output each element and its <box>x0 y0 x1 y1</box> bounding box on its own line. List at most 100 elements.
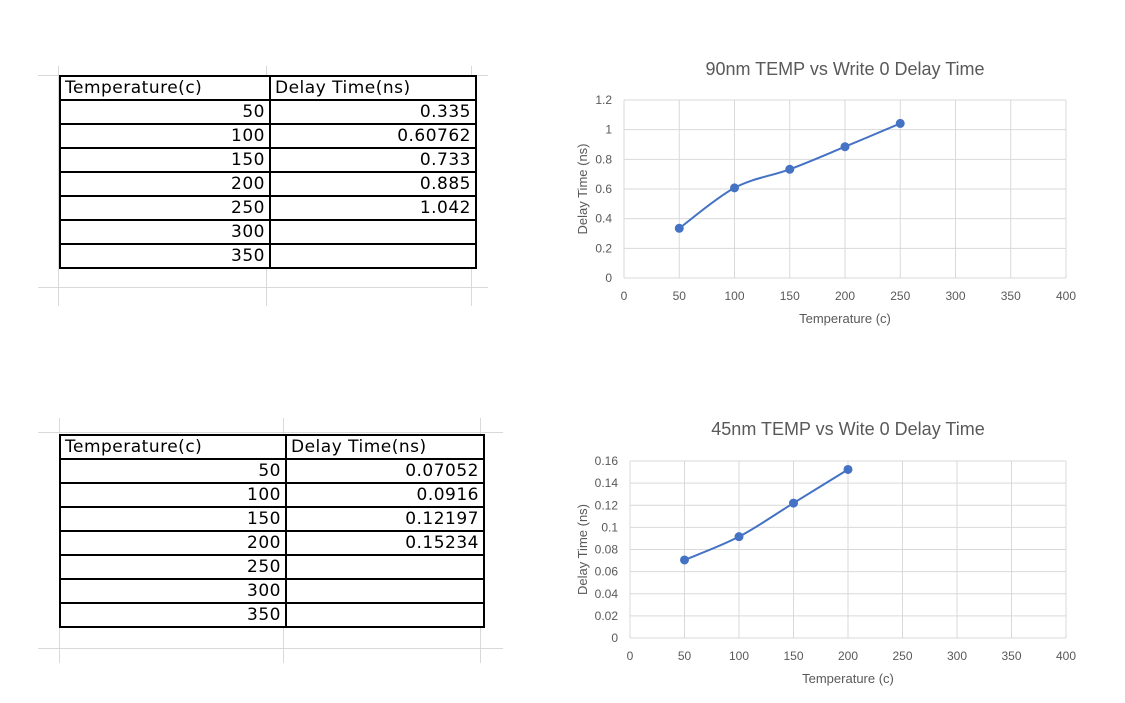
x-tick-label: 400 <box>1056 649 1076 663</box>
x-tick-label: 200 <box>835 289 855 303</box>
delay-time-cell[interactable]: 0.335 <box>269 99 477 125</box>
data-point <box>895 118 905 128</box>
y-tick-label: 1 <box>605 123 612 137</box>
temperature-cell[interactable]: 250 <box>59 195 271 221</box>
x-tick-label: 300 <box>947 649 967 663</box>
table-row: 250 1.042 <box>59 195 477 221</box>
x-axis-label: Temperature (c) <box>799 311 891 326</box>
chart-title: 90nm TEMP vs Write 0 Delay Time <box>705 59 984 79</box>
table-row: 150 0.12197 <box>59 506 485 532</box>
y-tick-label: 1.2 <box>595 93 612 107</box>
delay-time-cell[interactable]: 0.12197 <box>285 506 485 532</box>
y-tick-label: 0 <box>611 631 618 645</box>
temperature-cell[interactable]: 100 <box>59 123 271 149</box>
x-tick-label: 100 <box>724 289 744 303</box>
data-point <box>680 555 689 565</box>
data-table-90nm: Temperature(c) Delay Time(ns) 50 0.335 100 0.… <box>59 75 477 269</box>
table-row: 250 <box>59 554 485 580</box>
table-row: 200 0.15234 <box>59 530 485 556</box>
y-tick-label: 0.16 <box>595 454 619 468</box>
table-header-row: Temperature(c) Delay Time(ns) <box>59 434 485 460</box>
x-tick-label: 400 <box>1056 289 1076 303</box>
series-line <box>684 468 849 561</box>
sheet-gridline <box>58 66 59 306</box>
table-header-cell[interactable]: Delay Time(ns) <box>285 434 485 460</box>
x-tick-label: 50 <box>678 649 692 663</box>
delay-time-cell[interactable]: 0.0916 <box>285 482 485 508</box>
temperature-cell[interactable]: 300 <box>59 578 287 604</box>
delay-time-cell[interactable]: 0.733 <box>269 147 477 173</box>
delay-time-cell[interactable] <box>285 554 485 580</box>
table-header-cell[interactable]: Temperature(c) <box>59 434 287 460</box>
data-point <box>674 223 684 233</box>
y-tick-label: 0.4 <box>595 212 612 226</box>
temperature-cell[interactable]: 300 <box>59 219 271 245</box>
data-point <box>785 164 795 174</box>
data-point <box>730 183 739 193</box>
sheet-gridline <box>38 432 503 433</box>
data-point <box>734 532 744 542</box>
temperature-cell[interactable]: 350 <box>59 243 271 269</box>
table-row: 50 0.07052 <box>59 458 485 484</box>
table-row: 150 0.733 <box>59 147 477 173</box>
table-row: 350 <box>59 602 485 628</box>
delay-time-cell[interactable] <box>269 243 477 269</box>
x-tick-label: 50 <box>673 289 687 303</box>
delay-time-cell[interactable] <box>285 578 485 604</box>
y-tick-label: 0.8 <box>595 152 612 166</box>
chart-90nm: 90nm TEMP vs Write 0 Delay Time 0 0.2 0.4 0.… <box>575 59 1076 326</box>
y-tick-label: 0.2 <box>595 241 612 255</box>
x-axis-label: Temperature (c) <box>802 671 894 686</box>
x-tick-label: 250 <box>892 649 912 663</box>
x-tick-label: 150 <box>780 289 800 303</box>
data-point <box>789 498 798 508</box>
data-table-45nm: Temperature(c) Delay Time(ns) 50 0.07052 100… <box>59 434 485 628</box>
temperature-cell[interactable]: 200 <box>59 530 287 556</box>
temperature-cell[interactable]: 250 <box>59 554 287 580</box>
delay-time-cell[interactable]: 0.15234 <box>285 530 485 556</box>
x-tick-label: 100 <box>729 649 749 663</box>
y-tick-label: 0.06 <box>595 565 619 579</box>
sheet-gridline <box>38 287 488 288</box>
delay-time-cell[interactable]: 1.042 <box>269 195 477 221</box>
table-row: 50 0.335 <box>59 99 477 125</box>
temperature-cell[interactable]: 200 <box>59 171 271 197</box>
y-tick-label: 0.04 <box>595 587 619 601</box>
sheet-gridline <box>38 648 503 649</box>
y-tick-label: 0.08 <box>595 543 619 557</box>
table-row: 350 <box>59 243 477 269</box>
table-row: 200 0.885 <box>59 171 477 197</box>
temperature-cell[interactable]: 350 <box>59 602 287 628</box>
table-header-cell[interactable]: Temperature(c) <box>59 75 271 101</box>
x-tick-label: 150 <box>783 649 803 663</box>
x-tick-label: 250 <box>890 289 910 303</box>
temperature-cell[interactable]: 150 <box>59 147 271 173</box>
table-header-row: Temperature(c) Delay Time(ns) <box>59 75 477 101</box>
y-axis-label: Delay Time (ns) <box>575 143 590 234</box>
delay-time-cell[interactable]: 0.60762 <box>269 123 477 149</box>
x-tick-label: 300 <box>945 289 965 303</box>
table-row: 100 0.60762 <box>59 123 477 149</box>
delay-time-cell[interactable]: 0.07052 <box>285 458 485 484</box>
data-point <box>843 464 853 474</box>
x-tick-label: 0 <box>621 289 628 303</box>
delay-time-cell[interactable] <box>285 602 485 628</box>
chart-45nm: 45nm TEMP vs Wite 0 Delay Time 0 0.02 0.04 0… <box>575 419 1076 686</box>
x-tick-label: 350 <box>1001 649 1021 663</box>
y-tick-label: 0.02 <box>595 609 619 623</box>
y-axis-label: Delay Time (ns) <box>575 504 590 595</box>
delay-time-cell[interactable] <box>269 219 477 245</box>
temperature-cell[interactable]: 50 <box>59 99 271 125</box>
table-header-cell[interactable]: Delay Time(ns) <box>269 75 477 101</box>
temperature-cell[interactable]: 50 <box>59 458 287 484</box>
y-tick-label: 0.6 <box>595 182 612 196</box>
y-tick-label: 0.12 <box>595 498 619 512</box>
temperature-cell[interactable]: 100 <box>59 482 287 508</box>
delay-time-cell[interactable]: 0.885 <box>269 171 477 197</box>
table-row: 300 <box>59 578 485 604</box>
x-tick-label: 0 <box>627 649 634 663</box>
x-tick-label: 200 <box>838 649 858 663</box>
temperature-cell[interactable]: 150 <box>59 506 287 532</box>
y-tick-label: 0 <box>605 271 612 285</box>
data-point <box>840 142 850 152</box>
